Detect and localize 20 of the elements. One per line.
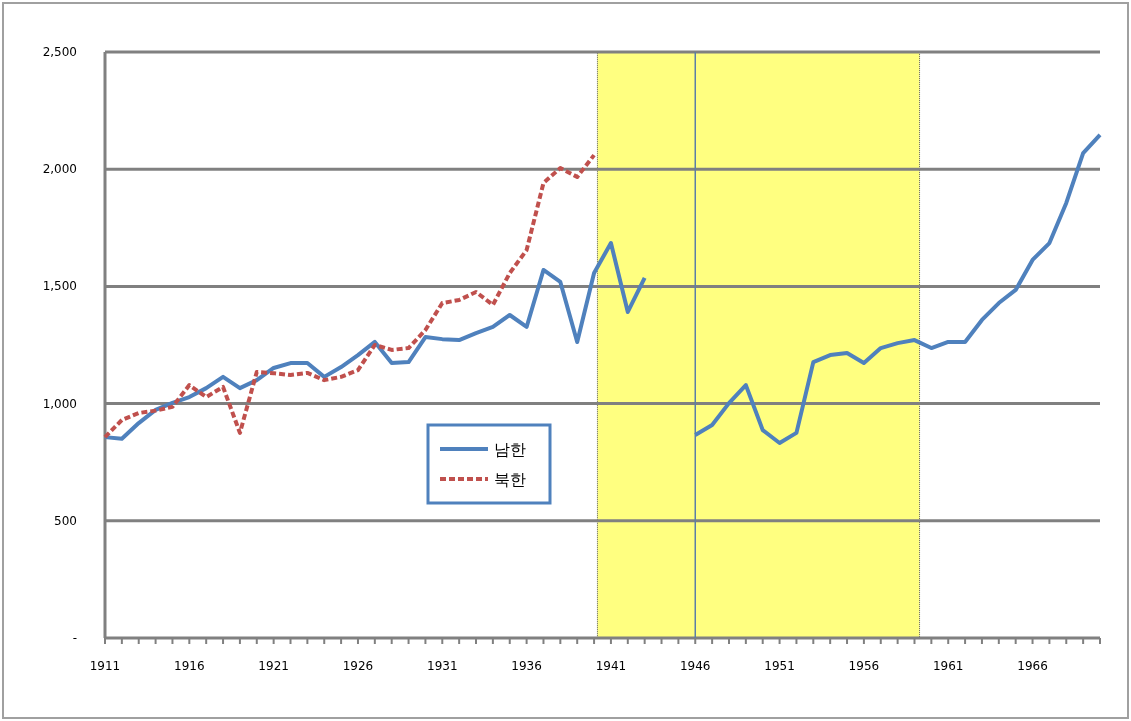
legend-label: 남한 (494, 440, 526, 459)
x-tick-label: 1956 (848, 659, 880, 673)
x-tick-label: 1916 (174, 659, 205, 673)
legend-label: 북한 (494, 470, 526, 489)
x-tick-label: 1951 (764, 659, 795, 673)
x-tick-label: 1941 (595, 659, 627, 673)
x-tick-label: 1926 (342, 659, 374, 673)
y-tick-label: 2,000 (42, 162, 77, 177)
x-tick-label: 1931 (427, 659, 458, 673)
x-tick-label: 1946 (679, 659, 711, 673)
x-tick-label: 1966 (1017, 659, 1048, 673)
x-tick-label: 1911 (89, 659, 121, 673)
x-tick-label: 1961 (932, 659, 964, 673)
x-tick-label: 1921 (258, 659, 289, 673)
x-tick-label: 1936 (511, 659, 542, 673)
y-tick-label: 2,500 (42, 45, 77, 59)
y-tick-label: - (72, 631, 77, 645)
y-tick-label: 500 (54, 513, 77, 528)
y-tick-label: 1,000 (42, 396, 77, 411)
y-tick-label: 1,500 (42, 279, 77, 294)
